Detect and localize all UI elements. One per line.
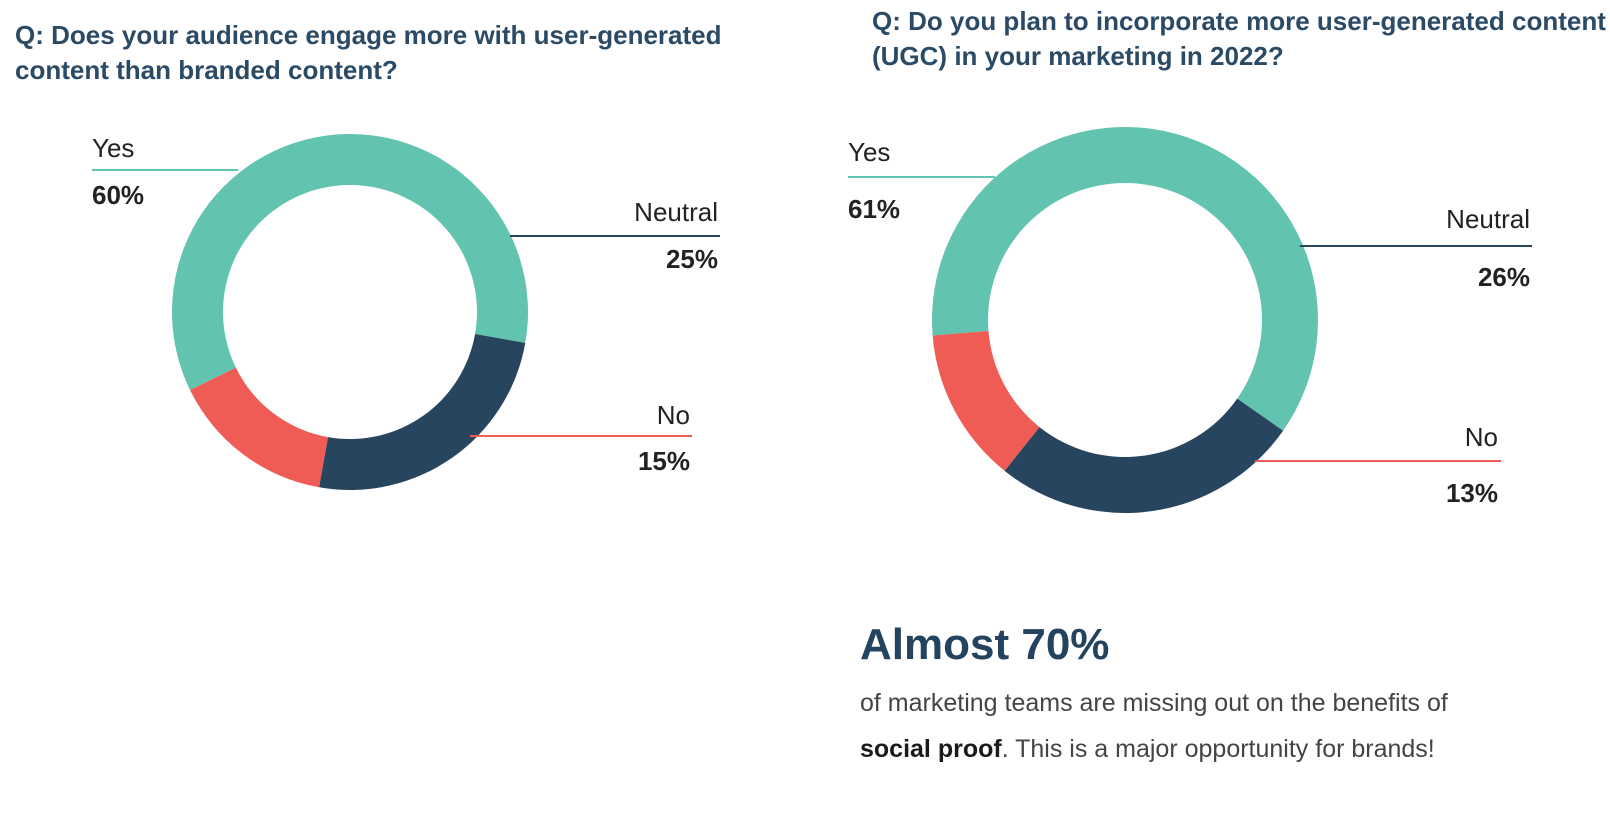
slice-value-yes: 60% [92, 180, 144, 210]
slice-label-yes: Yes [92, 133, 134, 163]
chart-panel-right: Q: Do you plan to incorporate more user-… [848, 0, 1610, 822]
donut-slice-no [190, 367, 328, 488]
slice-label-no: No [657, 400, 690, 430]
donut-slice-neutral [1004, 398, 1284, 513]
callout: Almost 70% of marketing teams are missin… [860, 620, 1460, 772]
callout-body-start: of marketing teams are missing out on th… [860, 689, 1448, 717]
slice-label-neutral: Neutral [1446, 204, 1530, 234]
callout-body: of marketing teams are missing out on th… [860, 680, 1460, 772]
slice-value-neutral: 26% [1478, 262, 1530, 292]
callout-body-end: . This is a major opportunity for brands… [1001, 735, 1435, 763]
slice-value-yes: 61% [848, 194, 900, 224]
chart-title: Q: Do you plan to incorporate more user-… [872, 6, 1606, 71]
slice-label-no: No [1465, 422, 1498, 452]
callout-headline: Almost 70% [860, 620, 1110, 669]
donut-slice-yes [932, 126, 1318, 431]
callout-body-emphasis: social proof [860, 735, 1002, 763]
slice-label-yes: Yes [848, 137, 890, 167]
chart-panel-left: Q: Does your audience engage more with u… [0, 0, 760, 822]
chart-title: Q: Does your audience engage more with u… [15, 20, 722, 85]
donut-chart: Yes 60% Neutral 25% No 15% [92, 133, 720, 491]
slice-value-no: 13% [1446, 478, 1498, 508]
slice-value-neutral: 25% [666, 244, 718, 274]
donut-slice-neutral [319, 334, 526, 491]
slice-value-no: 15% [638, 446, 690, 476]
slice-label-neutral: Neutral [634, 197, 718, 227]
donut-slice-yes [171, 134, 528, 391]
donut-slice-no [932, 330, 1040, 471]
donut-chart: Yes 61% Neutral 26% No 13% [848, 126, 1532, 513]
